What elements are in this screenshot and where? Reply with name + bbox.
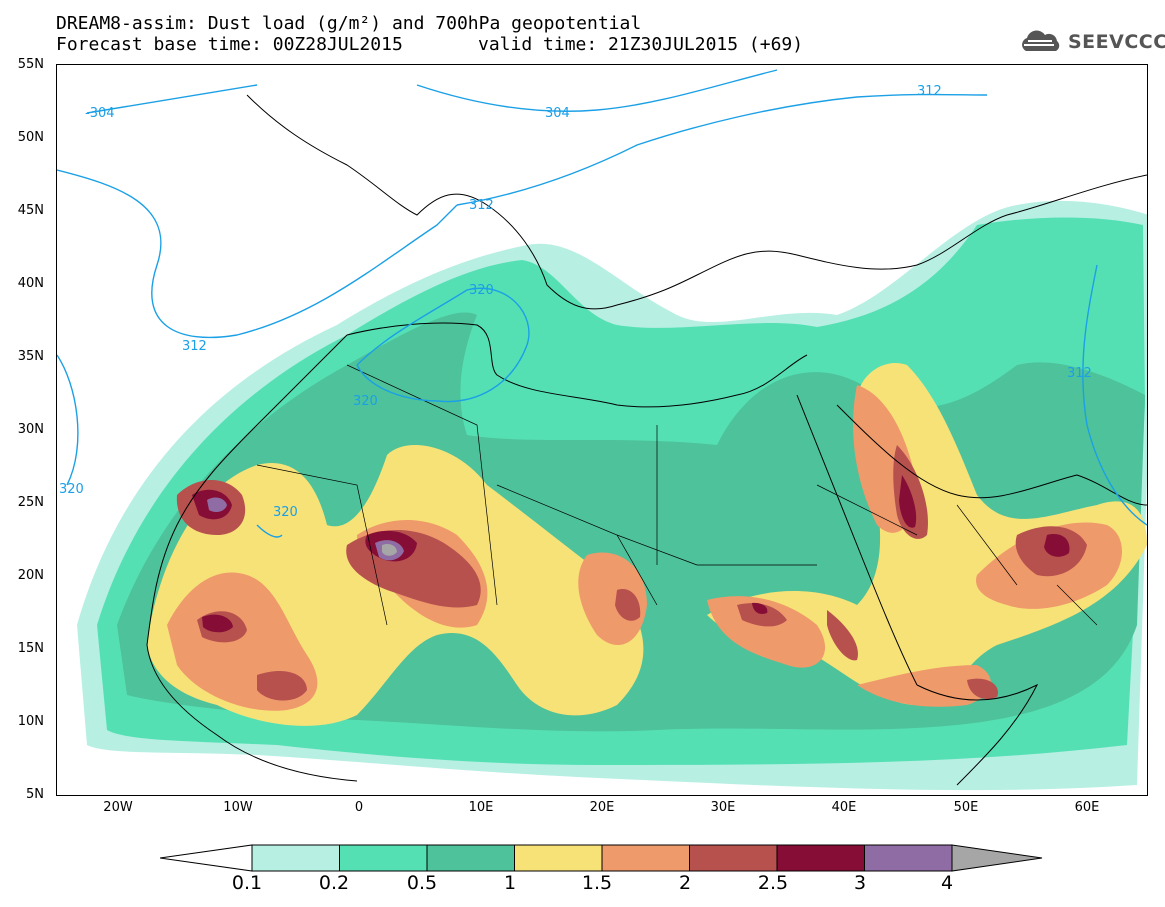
legend-high-arrow — [951, 844, 1043, 872]
dust-level-4 — [382, 543, 397, 556]
north-africa-coast — [346, 322, 808, 408]
lon-tick-label: 50E — [953, 800, 979, 815]
contour-label: 320 — [59, 482, 84, 497]
contour-320-med — [356, 287, 530, 403]
lon-tick-label: 10E — [468, 800, 494, 815]
contour-label: 312 — [917, 84, 942, 99]
legend-level-label: 1 — [503, 872, 517, 894]
dust-level-1.5 — [167, 385, 1122, 711]
legend-low-arrow — [160, 844, 253, 872]
lat-tick-label: 10N — [17, 714, 44, 729]
lat-tick-label: 35N — [17, 349, 44, 364]
lon-tick-label: 0 — [354, 800, 364, 815]
contour-304-east — [416, 69, 778, 112]
legend-swatch — [426, 844, 515, 872]
contour-label: -304 — [85, 106, 115, 121]
legend-level-label: 3 — [853, 872, 867, 894]
contour-312-north — [456, 93, 988, 206]
somalia-coast — [916, 683, 1039, 786]
contour-label: 320 — [469, 283, 494, 298]
cloud-icon — [1022, 30, 1060, 51]
lat-tick-label: 50N — [17, 130, 44, 145]
west-africa-coast — [146, 334, 358, 782]
arabia-coast — [836, 404, 1147, 506]
forecast-base-time: Forecast base time: 00Z28JUL2015 — [56, 34, 403, 55]
legend-level-label: 0.5 — [406, 872, 438, 894]
lat-tick-label: 20N — [17, 568, 44, 583]
dust-load-map: -304 304 312 312 312 320 320 320 312 320 — [57, 69, 1147, 791]
map-panel[interactable]: -304 304 312 312 312 320 320 320 312 320 — [56, 64, 1148, 796]
lon-tick-label: 30E — [710, 800, 736, 815]
lon-tick-label: 60E — [1074, 800, 1100, 815]
legend-swatch — [514, 844, 603, 872]
legend-level-label: 0.2 — [318, 872, 350, 894]
legend-swatch — [339, 844, 428, 872]
legend-level-label: 0.1 — [231, 872, 263, 894]
legend-colorbar — [160, 844, 1043, 872]
contour-label-group: -304 304 312 312 312 320 320 320 312 320 — [59, 84, 1092, 520]
legend-swatch — [776, 844, 865, 872]
lat-tick-label: 40N — [17, 276, 44, 291]
lat-tick-label: 45N — [17, 203, 44, 218]
legend-swatch — [689, 844, 778, 872]
border-lines — [256, 364, 1098, 626]
legend-level-label: 2 — [678, 872, 692, 894]
logo-text: SEEVCCC — [1068, 31, 1165, 53]
contour-304-west — [86, 84, 258, 114]
contour-label: 320 — [273, 505, 298, 520]
lon-tick-label: 40E — [831, 800, 857, 815]
lat-tick-label: 15N — [17, 641, 44, 656]
contour-312-east — [1082, 264, 1147, 526]
lat-tick-label: 25N — [17, 495, 44, 510]
legend-level-label: 1.5 — [581, 872, 613, 894]
valid-time: valid time: 21Z30JUL2015 (+69) — [478, 34, 804, 55]
contour-312-west — [57, 169, 458, 339]
lon-tick-label: 20E — [589, 800, 615, 815]
legend-level-label: 4 — [940, 872, 954, 894]
contour-label: 304 — [545, 106, 570, 121]
contour-label: 312 — [1067, 366, 1092, 381]
legend-swatches — [251, 844, 953, 872]
seevccc-logo: SEEVCCC — [1018, 27, 1165, 57]
contour-320-small — [256, 524, 283, 538]
red-sea-coast — [796, 394, 918, 686]
lat-tick-label: 55N — [17, 57, 44, 72]
europe-coast — [246, 94, 1147, 310]
coastlines-and-borders — [146, 94, 1147, 786]
contour-label: 312 — [469, 198, 494, 213]
legend-swatch — [601, 844, 690, 872]
lat-tick-label: 30N — [17, 422, 44, 437]
legend-swatch — [251, 844, 340, 872]
contour-label: 320 — [353, 394, 378, 409]
map-title: DREAM8-assim: Dust load (g/m²) and 700hP… — [56, 13, 642, 34]
contour-label: 312 — [182, 339, 207, 354]
dust-fields — [77, 200, 1147, 791]
geopotential-contours — [57, 69, 1147, 538]
dust-level-2 — [176, 445, 1088, 701]
lon-tick-label: 20W — [103, 800, 133, 815]
contour-320-west — [57, 354, 79, 486]
lon-tick-label: 10W — [223, 800, 253, 815]
lat-tick-label: 5N — [26, 787, 44, 802]
legend-swatch — [864, 844, 953, 872]
legend-level-label: 2.5 — [757, 872, 789, 894]
